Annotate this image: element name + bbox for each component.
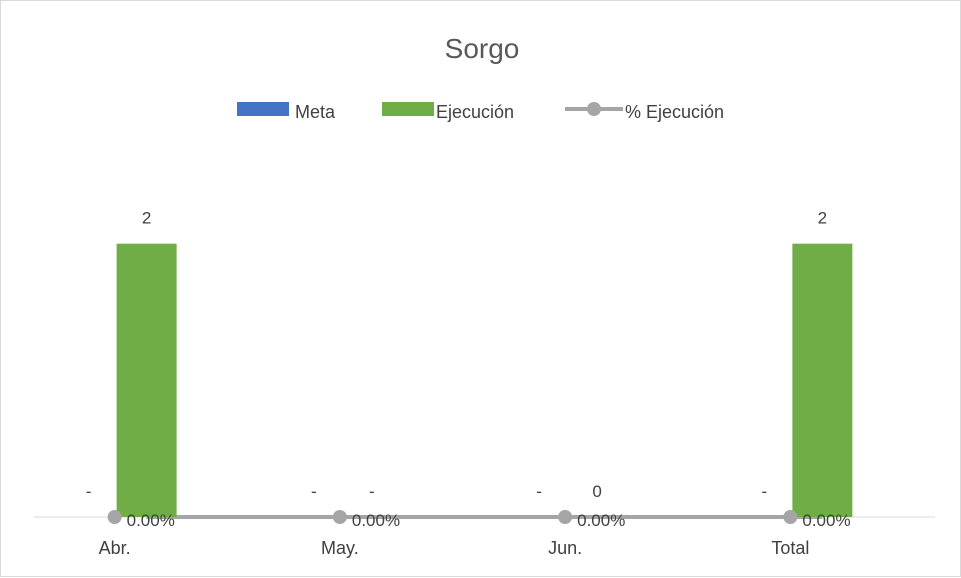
legend-label-ejecucion: Ejecución [436,102,514,122]
legend-label-meta: Meta [295,102,336,122]
legend-label-pct-ejecucion: % Ejecución [625,102,724,122]
data-label-ejecucion-may: - [369,482,375,501]
data-label-pct-ejecucion-total: 0.00% [802,511,850,530]
legend-swatch-meta [237,102,289,116]
legend: Meta Ejecución % Ejecución [237,102,724,122]
chart-title: Sorgo [445,33,520,64]
legend-swatch-ejecucion [382,102,434,116]
data-label-meta-total: - [762,482,768,501]
x-tick-label-total: Total [771,538,809,558]
data-label-pct-ejecucion-may: 0.00% [352,511,400,530]
data-label-meta-jun: - [536,482,542,501]
data-label-pct-ejecucion-abr: 0.00% [127,511,175,530]
point-pct-ejecucion-abr [107,510,122,524]
point-pct-ejecucion-jun [558,510,573,524]
point-pct-ejecucion-total [783,510,798,524]
x-tick-label-may: May. [321,538,359,558]
data-label-meta-abr: - [86,482,92,501]
data-label-pct-ejecucion-jun: 0.00% [577,511,625,530]
plot-layer: - 2 0.00% Abr. - - 0.00% May. - 0 0.00% Jun. - 2 0.00%… [86,209,853,558]
x-tick-label-abr: Abr. [99,538,131,558]
data-label-ejecucion-abr: 2 [142,209,151,228]
data-label-ejecucion-total: 2 [818,209,827,228]
point-pct-ejecucion-may [332,510,347,524]
bar-ejecucion-total [792,243,853,517]
x-tick-label-jun: Jun. [548,538,582,558]
data-label-ejecucion-jun: 0 [592,482,601,501]
data-label-meta-may: - [311,482,317,501]
bar-ejecucion-abr [116,243,177,517]
legend-marker-pct-ejecucion [587,102,601,116]
